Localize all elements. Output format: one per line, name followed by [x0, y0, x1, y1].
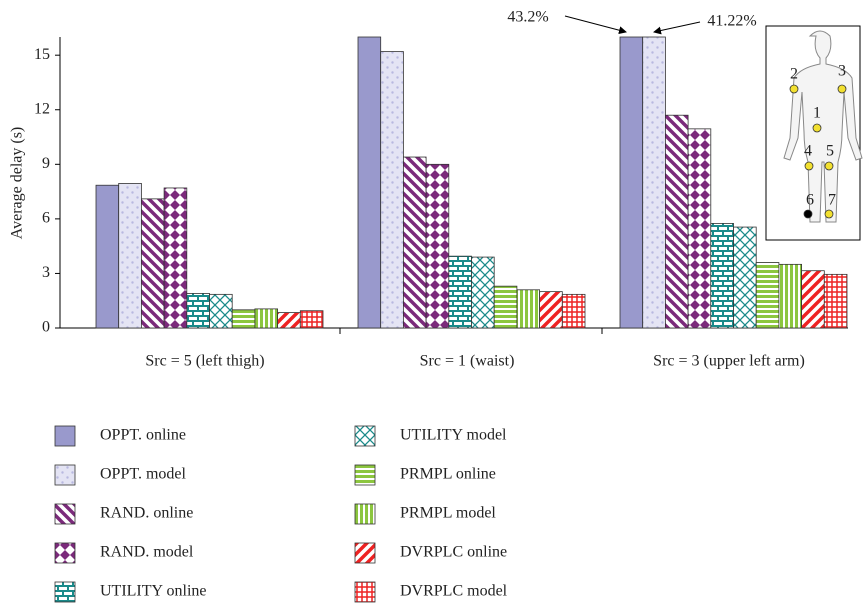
sensor-point	[789, 84, 799, 94]
legend-swatch	[54, 464, 76, 486]
annotation-arrow	[564, 15, 627, 35]
x-tick-label: Src = 5 (left thigh)	[145, 353, 264, 370]
bar	[163, 187, 188, 329]
bar	[801, 270, 825, 329]
sensor-label: 2	[790, 66, 798, 83]
legend-swatch	[354, 464, 376, 486]
legend-label: DVRPLC online	[400, 544, 507, 561]
bar	[95, 184, 120, 329]
x-tick-label: Src = 1 (waist)	[420, 353, 515, 370]
body-outline	[783, 30, 863, 223]
legend-label: UTILITY model	[400, 427, 507, 444]
sensor-label: 5	[826, 143, 834, 160]
legend-swatch	[354, 503, 376, 525]
bar	[277, 312, 301, 329]
bar	[209, 293, 233, 329]
bar	[140, 198, 165, 329]
bar	[665, 114, 689, 329]
x-tick-label: Src = 3 (upper left arm)	[653, 353, 805, 370]
sensor-point	[824, 209, 834, 219]
legend-swatch	[354, 581, 376, 603]
bar	[357, 36, 382, 329]
sensor-point	[837, 84, 847, 94]
legend-label: RAND. model	[100, 544, 194, 561]
bar	[778, 263, 803, 329]
sensor-point	[824, 161, 834, 171]
legend-label: UTILITY online	[100, 583, 206, 600]
legend-label: OPPT. online	[100, 427, 186, 444]
bar	[733, 226, 757, 329]
legend-swatch	[354, 425, 376, 447]
annotation: 43.2%	[507, 9, 548, 26]
annotation: 41.22%	[707, 13, 756, 30]
body-inset: 2 3 1 4 5 6 7	[765, 25, 863, 241]
annotation-arrow	[653, 21, 701, 35]
bar	[493, 285, 518, 329]
bar	[823, 273, 848, 329]
bar	[619, 36, 644, 329]
y-tick-label: 3	[42, 264, 50, 281]
legend-label: OPPT. model	[100, 466, 186, 483]
sensor-point	[804, 161, 814, 171]
sensor-label: 3	[838, 63, 846, 80]
bar	[642, 36, 666, 329]
bar	[539, 291, 563, 329]
sensor-label: 7	[828, 192, 836, 209]
bar	[299, 310, 324, 329]
bar	[380, 51, 404, 329]
legend-label: PRMPL online	[400, 466, 496, 483]
bar	[687, 128, 712, 329]
legend-swatch	[354, 542, 376, 564]
bar	[231, 309, 256, 329]
bar	[471, 256, 495, 329]
legend-swatch	[54, 542, 76, 564]
bar	[561, 293, 586, 329]
legend-swatch	[54, 581, 76, 603]
bar	[425, 163, 450, 329]
legend-label: PRMPL model	[400, 505, 496, 522]
y-tick-label: 0	[42, 319, 50, 336]
legend-swatch	[54, 425, 76, 447]
y-axis-label: Average delay (s)	[9, 127, 26, 240]
legend-label: RAND. online	[100, 505, 193, 522]
legend-swatch	[54, 503, 76, 525]
bar	[448, 255, 472, 329]
sensor-point	[803, 209, 813, 219]
bar	[710, 223, 734, 329]
bar	[755, 262, 780, 329]
sensor-point	[812, 123, 822, 133]
bar	[516, 289, 541, 329]
sensor-label: 4	[804, 143, 812, 160]
bar	[402, 156, 427, 329]
y-tick-label: 9	[42, 155, 50, 172]
bar	[186, 293, 210, 329]
bar	[118, 183, 142, 329]
sensor-label: 1	[813, 105, 821, 122]
bar	[254, 308, 278, 329]
y-tick-label: 6	[42, 210, 50, 227]
y-tick-label: 12	[34, 100, 50, 117]
legend-label: DVRPLC model	[400, 583, 508, 600]
sensor-label: 6	[806, 192, 814, 209]
y-tick-label: 15	[34, 46, 50, 63]
